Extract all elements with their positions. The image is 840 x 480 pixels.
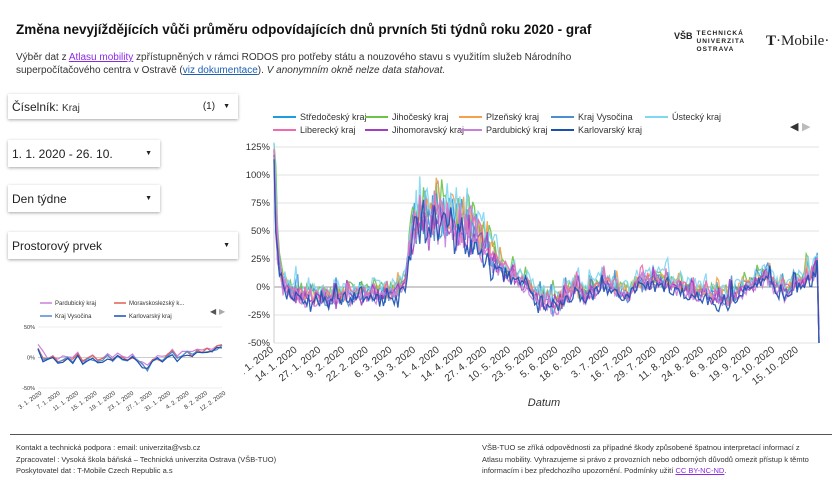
mini-legend-pager[interactable]: ◀ ▶: [210, 307, 226, 316]
ciselnik-label: Číselník:: [12, 99, 59, 114]
series-line: [273, 151, 820, 344]
y-tick-label: -25%: [248, 310, 271, 321]
legend-item[interactable]: Liberecký kraj: [300, 125, 356, 135]
subtitle-text-3: ).: [257, 65, 267, 76]
subtitle-text-2: zpřístupněných v rámci RODOS pro potřeby…: [16, 52, 572, 76]
documentation-link[interactable]: viz dokumentace: [182, 65, 258, 76]
x-axis-title: Datum: [528, 397, 560, 409]
main-legend-pager[interactable]: ◀ ▶: [790, 121, 811, 133]
series-line: [273, 150, 820, 344]
atlas-mobility-link[interactable]: Atlasu mobility: [68, 52, 134, 63]
chevron-down-icon: ▼: [145, 150, 152, 157]
y-tick-label: 100%: [246, 170, 271, 181]
ciselnik-count: (1): [202, 101, 216, 112]
spatial-element-label: Prostorový prvek: [12, 238, 103, 253]
disclaimer-text: VŠB-TUO se zříká odpovědnosti za případn…: [482, 443, 809, 475]
ciselnik-filter[interactable]: Číselník: Kraj (1) ▼: [8, 94, 238, 119]
vsb-logo: VŠB TECHNICKÁ UNIVERZITA OSTRAVA: [674, 30, 745, 54]
mini-chart-lines: [37, 343, 223, 373]
legend-item[interactable]: Plzeňský kraj: [486, 112, 539, 122]
main-chart-lines: [273, 142, 820, 344]
main-chart: Středočeský kraj Jihočeský kraj Plzeňský k…: [244, 112, 820, 409]
series-line: [273, 149, 820, 330]
vsb-logo-line: TECHNICKÁ: [696, 30, 744, 37]
footer-contact-line: Kontakt a technická podpora : email: uni…: [16, 443, 201, 452]
mini-legend-item[interactable]: Pardubický kraj: [55, 301, 96, 307]
y-tick-label: 75%: [251, 198, 271, 209]
legend-item[interactable]: Ústecký kraj: [672, 112, 721, 122]
vsb-logo-line: OSTRAVA: [696, 46, 735, 53]
footer-disclaimer: VŠB-TUO se zříká odpovědnosti za případn…: [482, 442, 822, 477]
vsb-logo-text: TECHNICKÁ UNIVERZITA OSTRAVA: [697, 30, 746, 54]
vsb-logo-line: UNIVERZITA: [696, 38, 746, 45]
legend-prev-icon[interactable]: ◀: [210, 307, 217, 316]
chevron-down-icon: ▼: [223, 242, 230, 249]
footer-provider-line: Poskytovatel dat : T-Mobile Czech Republ…: [16, 466, 173, 475]
y-tick-label: 50%: [251, 226, 271, 237]
legend-item[interactable]: Pardubický kraj: [486, 125, 548, 135]
mini-series-line: [37, 346, 223, 369]
mini-chart-legend: Pardubický kraj Moravskoslezský k... Kraj …: [40, 301, 185, 320]
y-tick-label: 25%: [251, 254, 271, 265]
mini-y-tick-label: 0%: [27, 356, 35, 362]
y-tick-label: -50%: [248, 338, 271, 349]
footer-divider: [10, 434, 832, 435]
legend-next-icon[interactable]: ▶: [219, 307, 226, 316]
footer-processor-line: Zpracovatel : Vysoká škola báňská – Tech…: [16, 454, 277, 464]
disclaimer-end: .: [724, 466, 727, 475]
chevron-down-icon: ▼: [223, 103, 230, 110]
anonymous-window-note: V anonymním okně nelze data stahovat.: [266, 65, 446, 76]
y-tick-label: 125%: [246, 142, 271, 153]
legend-item[interactable]: Kraj Vysočina: [578, 112, 633, 122]
legend-item[interactable]: Karlovarský kraj: [578, 125, 642, 135]
mini-chart: Pardubický kraj Moravskoslezský k... Kraj …: [18, 301, 228, 413]
date-range-value: 1. 1. 2020 - 26. 10.: [12, 146, 113, 161]
subtitle-text-1: Výběr dat z: [16, 52, 69, 63]
mini-legend-item[interactable]: Karlovarský kraj: [129, 314, 172, 320]
legend-prev-icon[interactable]: ◀: [790, 121, 799, 133]
chevron-down-icon: ▼: [145, 195, 152, 202]
ciselnik-value: Kraj: [62, 102, 80, 114]
weekday-filter-label: Den týdne: [12, 191, 67, 206]
spatial-element-filter[interactable]: Prostorový prvek ▼: [8, 232, 238, 259]
page-title: Změna nevyjíždějících vůči průměru odpov…: [16, 22, 592, 37]
page-description: Výběr dat z Atlasu mobility zpřístupněný…: [16, 51, 636, 77]
series-line: [273, 154, 820, 339]
mini-legend-item[interactable]: Kraj Vysočina: [55, 314, 92, 320]
series-line: [273, 159, 820, 344]
main-chart-legend: Středočeský kraj Jihočeský kraj Plzeňský k…: [273, 112, 721, 135]
weekday-filter[interactable]: Den týdne ▼: [8, 185, 160, 212]
license-link[interactable]: CC BY-NC-ND: [675, 466, 725, 475]
tmobile-logo: T·Mobile·: [766, 33, 829, 50]
main-chart-grid: 125% 100% 75% 50% 25% 0% -25% -50%: [246, 142, 819, 349]
mini-y-tick-label: -50%: [22, 386, 35, 392]
footer-contact: Kontakt a technická podpora : email: uni…: [16, 442, 276, 477]
legend-next-icon[interactable]: ▶: [802, 121, 811, 133]
series-line: [273, 143, 820, 344]
series-line: [273, 142, 820, 344]
tmobile-logo-text: ·Mobile·: [776, 33, 830, 49]
mini-y-tick-label: 50%: [24, 325, 35, 331]
date-range-filter[interactable]: 1. 1. 2020 - 26. 10. ▼: [8, 140, 160, 167]
y-tick-label: 0%: [256, 282, 270, 293]
vsb-mark: VŠB: [674, 31, 693, 41]
tmobile-logo-t: T: [766, 33, 777, 49]
legend-item[interactable]: Jihomoravský kraj: [392, 125, 464, 135]
legend-item[interactable]: Středočeský kraj: [300, 112, 367, 122]
mini-legend-item[interactable]: Moravskoslezský k...: [129, 301, 185, 307]
legend-item[interactable]: Jihočeský kraj: [392, 112, 449, 122]
